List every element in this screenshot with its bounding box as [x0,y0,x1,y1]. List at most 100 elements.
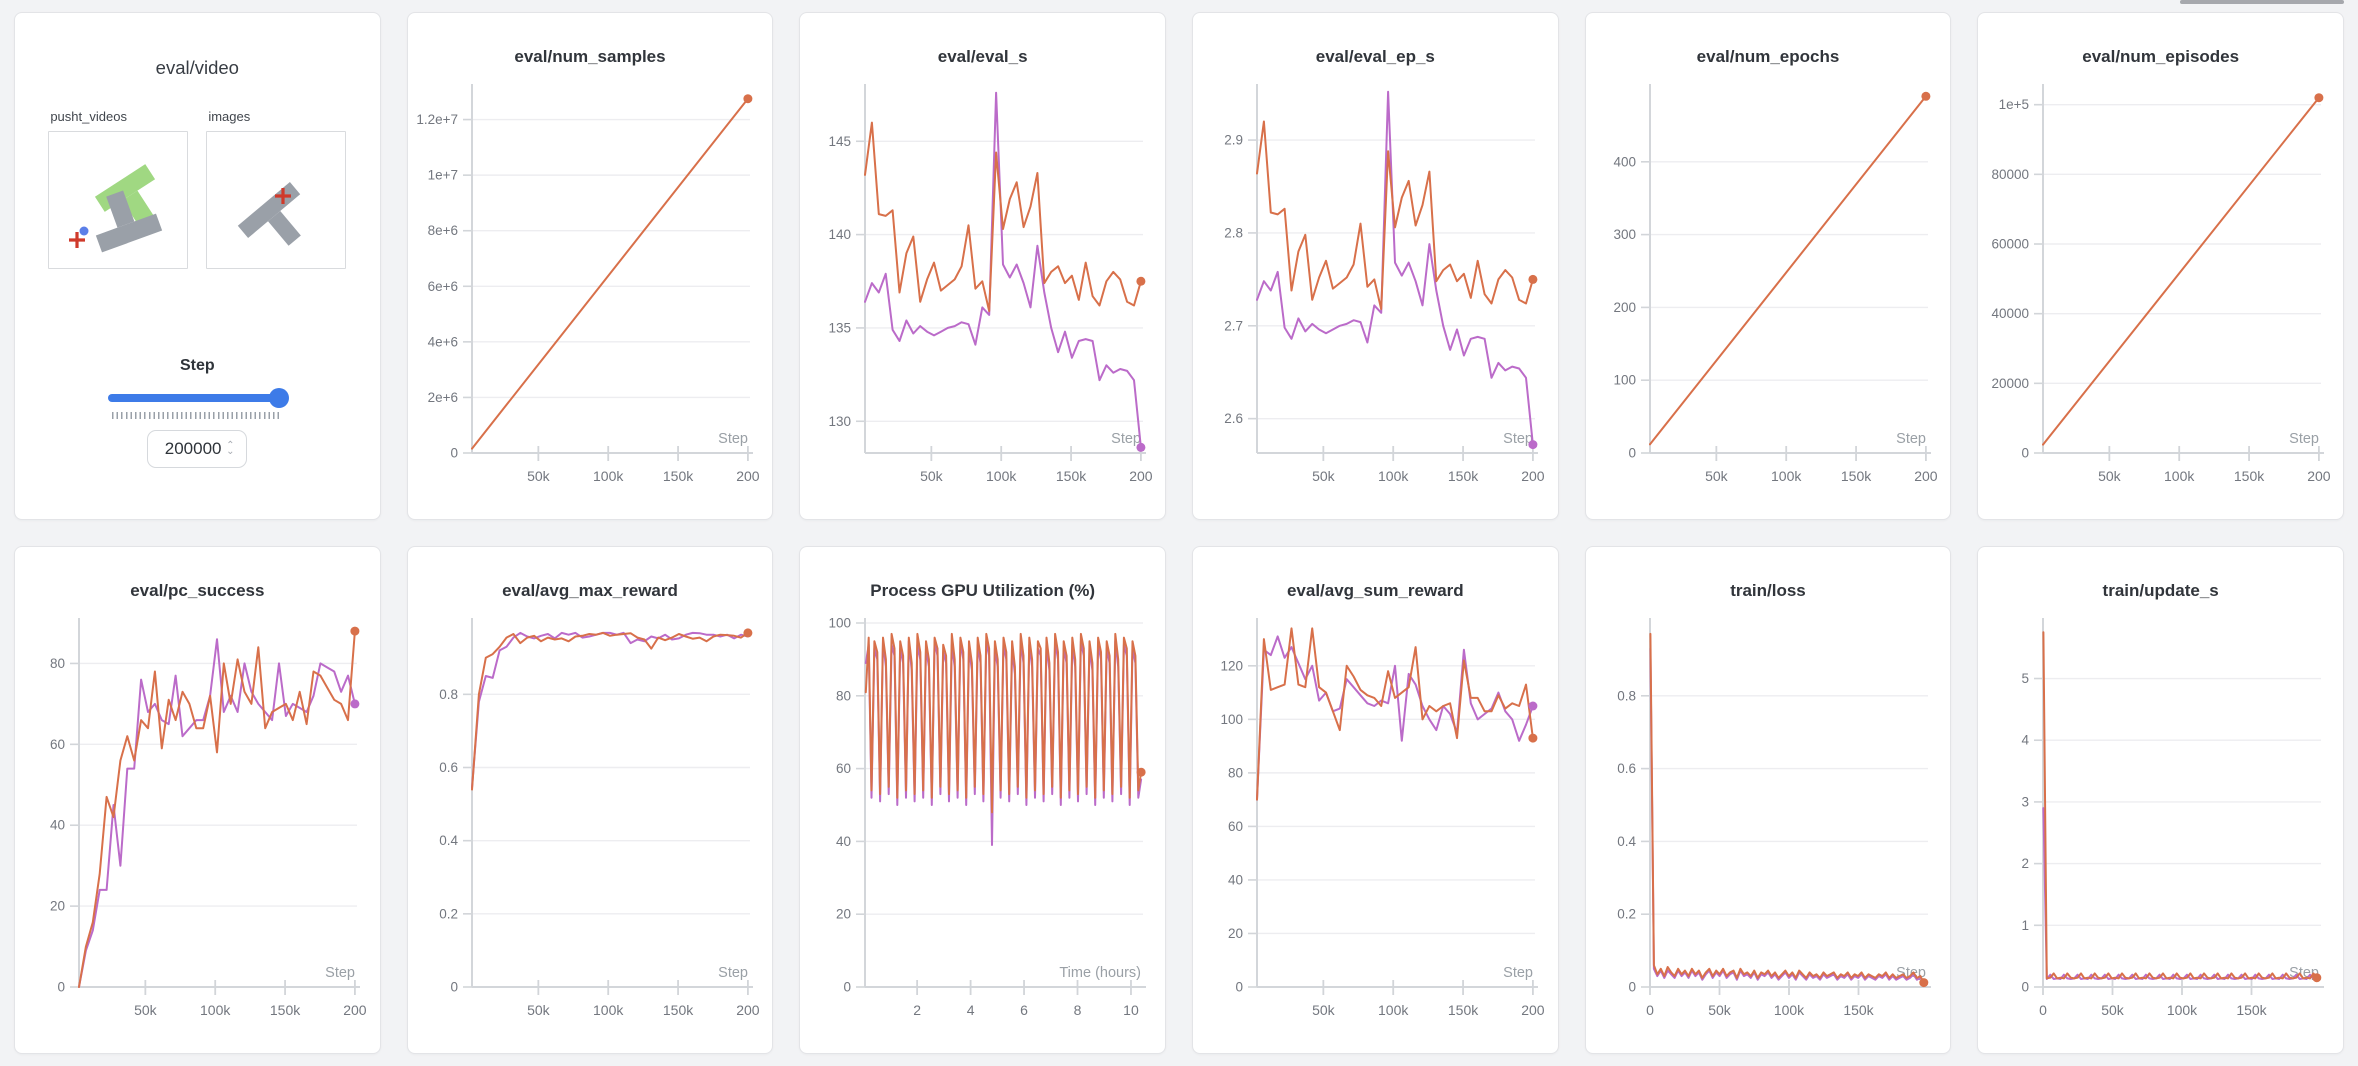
series-line-purple [470,631,749,789]
target-cross [275,188,292,204]
series-endpoint-dot-orange [1528,274,1538,284]
pusht-videos-caption: pusht_videos [50,109,127,124]
y-tick-label: 60000 [1991,237,2029,252]
chart-title: eval/pc_success [130,581,265,600]
chart-title: eval/avg_max_reward [502,581,678,600]
series-endpoint-dot-orange [2314,93,2324,103]
x-axis-title: Step [2289,431,2319,447]
chart-canvas[interactable]: 130 135 140 145 50k 100k 150k 200 Step [811,79,1155,499]
y-tick-label: 300 [1613,227,1636,242]
chart-title: Process GPU Utilization (%) [870,581,1096,600]
chart-canvas[interactable]: 0 100 200 300 400 50k 100k 150k 200 Step [1596,79,1940,499]
series-endpoint-dot-orange [1528,733,1538,743]
chart-canvas[interactable]: 0 20000 40000 60000 80000 1e+5 50k 100k 150k 200 S… [1989,79,2333,499]
step-control: Step ⌃ ⌄ [15,357,380,468]
chart-canvas[interactable]: 0 0.2 0.4 0.6 0.8 50k 100k 150k 200 Step [418,613,762,1033]
x-tick-label: 150k [1056,468,1087,484]
y-tick-label: 0 [1236,980,1244,995]
chart-canvas[interactable]: 2.6 2.7 2.8 2.9 50k 100k 150k 200 Step [1203,79,1547,499]
x-tick-label: 100k [1771,468,1802,484]
x-tick-label: 50k [527,1002,551,1018]
x-tick-label: 10 [1123,1002,1139,1018]
y-tick-label: 135 [828,320,851,335]
y-tick-label: 0.8 [439,687,458,702]
agent-dot [79,226,89,236]
x-tick-label: 50k [134,1002,158,1018]
chart-canvas[interactable]: 0 20 40 60 80 50k 100k 150k 200 Step [25,613,369,1033]
x-tick-label: 100k [2164,468,2195,484]
y-tick-label: 1e+7 [428,168,458,183]
x-tick-label: 100k [986,468,1017,484]
x-tick-label: 50k [1312,1002,1336,1018]
series-line-orange [1649,632,1925,984]
x-tick-label: 100k [2166,1002,2197,1018]
y-tick-label: 4e+6 [428,334,458,349]
panel-process-gpu-utilization: Process GPU Utilization (%) 0 20 40 60 80 100 2… [799,546,1166,1054]
media-panel-title: eval/video [155,57,239,78]
pusht-video-thumbnail[interactable] [48,131,189,269]
x-tick-label: 150k [270,1002,301,1018]
x-tick-label: 50k [1708,1002,1732,1018]
x-tick-label: 200 [344,1002,368,1018]
images-caption: images [208,109,251,124]
x-tick-label: 150k [2234,468,2265,484]
x-axis-title: Time (hours) [1059,965,1141,981]
y-tick-label: 0 [450,446,458,461]
x-tick-label: 50k [1312,468,1336,484]
chart-canvas[interactable]: 0 2e+6 4e+6 6e+6 8e+6 1e+7 1.2e+7 50k 100k 150k 20… [416,79,762,499]
gray-tee-shape [96,190,163,253]
y-tick-label: 60 [836,761,851,776]
series-endpoint-dot-purple [1528,701,1538,711]
slider-thumb[interactable] [269,388,290,408]
step-value-input[interactable] [160,439,227,459]
x-axis-title: Step [325,965,355,981]
series-endpoint-dot-purple [350,699,360,709]
chart-canvas[interactable]: 0 20 40 60 80 100 120 50k 100k 150k 200 Step [1203,613,1547,1033]
y-tick-label: 100 [828,616,851,631]
series-line-orange [864,632,1142,814]
x-tick-label: 100k [593,468,624,484]
slider-track[interactable] [108,394,287,402]
y-tick-label: 400 [1613,154,1636,169]
series-line-purple [1256,90,1535,446]
images-block: images [206,109,347,274]
series-line-orange [1256,120,1535,311]
series-line-purple [2042,807,2318,980]
stepper-arrows[interactable]: ⌃ ⌄ [226,440,235,457]
series-endpoint-dot-orange [2311,973,2321,983]
panel-eval-pc-success: eval/pc_success 0 20 40 60 80 50k 100k 150k 200 St… [14,546,381,1054]
series-line-purple [1256,635,1535,801]
images-thumbnail[interactable] [206,131,347,269]
x-tick-label: 200 [1129,468,1153,484]
x-tick-label: 50k [920,468,944,484]
y-tick-label: 20000 [1991,376,2029,391]
y-tick-label: 0 [1628,446,1636,461]
horizontal-scrollbar[interactable] [2180,0,2344,4]
step-down-icon[interactable]: ⌄ [226,446,235,457]
chart-title: eval/num_samples [514,47,666,66]
target-cross [69,232,86,248]
y-tick-label: 60 [50,737,65,752]
y-tick-label: 80 [1228,765,1243,780]
y-tick-label: 3 [2021,794,2029,809]
y-tick-label: 145 [828,134,851,149]
x-tick-label: 100k [1378,1002,1409,1018]
y-tick-label: 40 [50,818,65,833]
step-up-icon[interactable]: ⌃ [226,440,235,451]
x-tick-label: 50k [2101,1002,2125,1018]
x-tick-label: 100k [1378,468,1409,484]
x-tick-label: 200 [1522,1002,1546,1018]
chart-canvas[interactable]: 0 20 40 60 80 100 2 4 6 8 10 Time (hours) [811,613,1155,1033]
x-tick-label: 200 [736,468,760,484]
y-tick-label: 20 [836,907,851,922]
series-line-orange [470,97,749,450]
y-tick-label: 5 [2021,671,2029,686]
y-tick-label: 40000 [1991,306,2029,321]
step-slider[interactable] [108,388,290,408]
series-line-purple [1649,647,1925,985]
y-tick-label: 0 [450,980,458,995]
x-tick-label: 6 [1020,1002,1028,1018]
